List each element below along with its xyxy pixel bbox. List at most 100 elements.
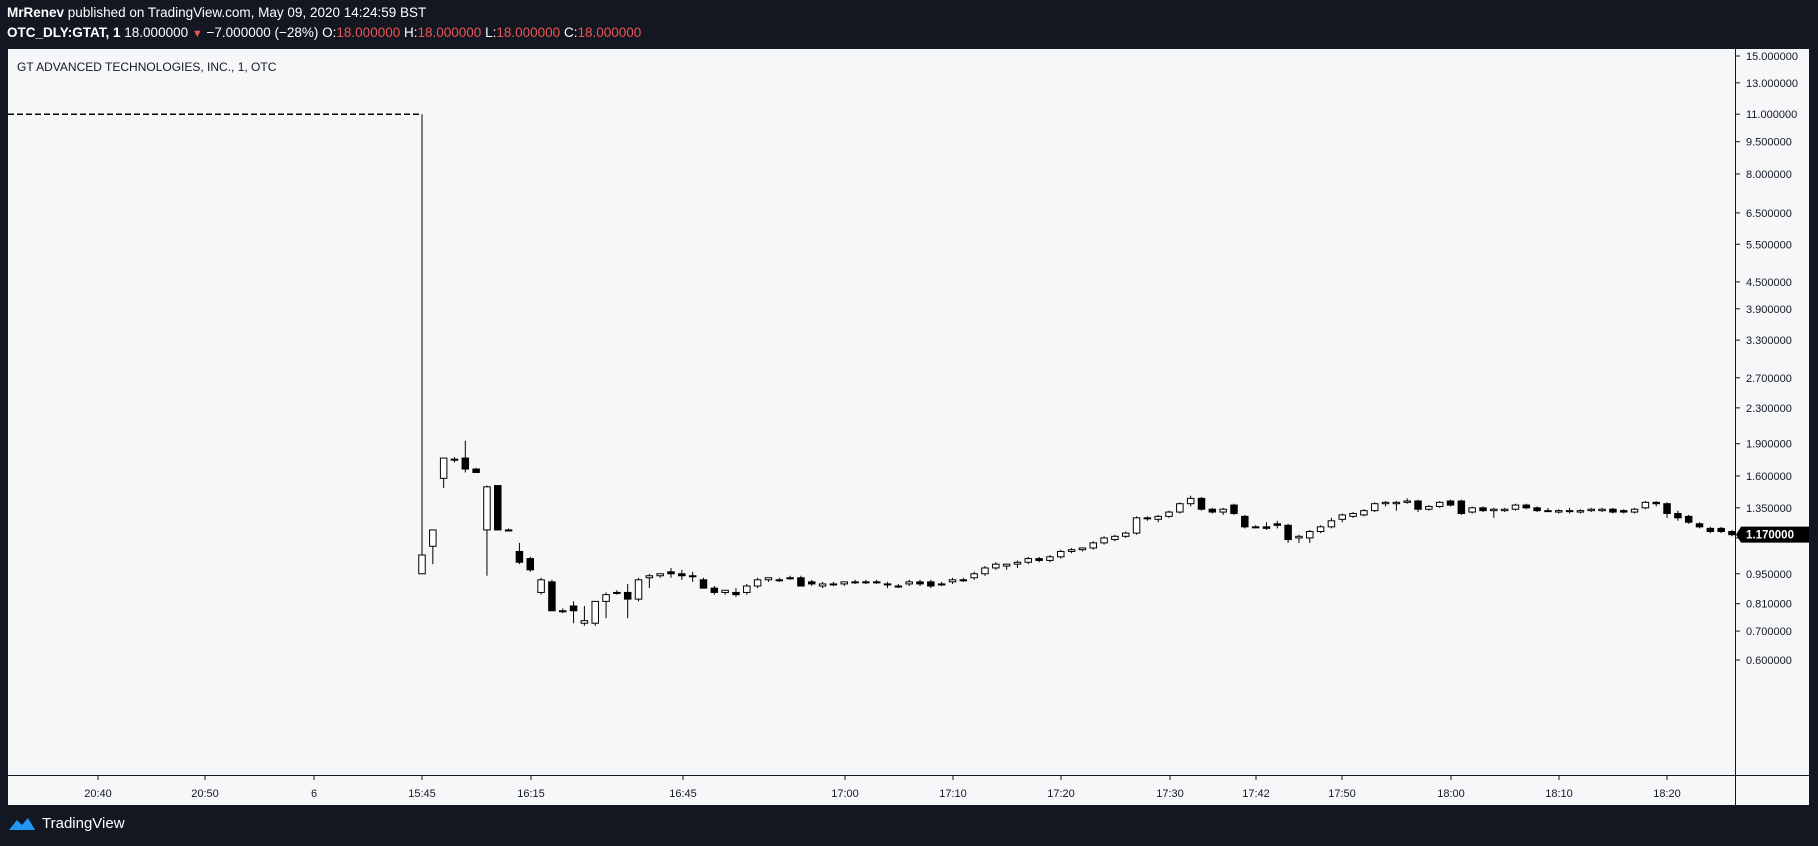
published-info: published on TradingView.com, May 09, 20… xyxy=(67,5,427,20)
candle xyxy=(1576,509,1585,514)
price-tick-label: 5.500000 xyxy=(1746,239,1792,251)
candle-body-up xyxy=(537,579,545,593)
candle-body-down xyxy=(916,581,924,585)
candle-body-down xyxy=(1273,523,1282,526)
candle xyxy=(981,566,989,576)
candle-body-up xyxy=(634,579,643,600)
candle-body-up xyxy=(1403,500,1411,503)
candle xyxy=(1511,503,1520,511)
candle-body-down xyxy=(1717,527,1725,533)
candle xyxy=(1619,509,1628,514)
candle xyxy=(1111,534,1119,542)
candle-body-down xyxy=(1728,531,1736,536)
candle-body-down xyxy=(927,581,935,587)
candle-body-up xyxy=(1500,508,1509,512)
candle xyxy=(1057,549,1065,559)
candle-body-down xyxy=(732,591,740,596)
candle xyxy=(1121,531,1130,538)
candle xyxy=(1425,505,1433,511)
candle-body-up xyxy=(937,583,946,586)
candle xyxy=(753,577,762,589)
candle-body-up xyxy=(1132,517,1141,534)
ohlc-close-value: 18.000000 xyxy=(577,25,642,40)
candle-body-up xyxy=(1176,503,1184,513)
candle xyxy=(602,592,610,619)
candle-body-up xyxy=(558,610,567,613)
ohlc-close-label: C: xyxy=(563,25,578,40)
candle xyxy=(613,590,621,595)
candle-body-down xyxy=(1695,523,1704,528)
candle xyxy=(1197,497,1206,511)
candle-body-up xyxy=(905,581,913,585)
candle-body-up xyxy=(829,583,838,586)
candle-body-down xyxy=(1446,500,1455,506)
candle xyxy=(1338,513,1346,523)
candle-body-up xyxy=(764,577,773,581)
candle-body-down xyxy=(526,558,535,571)
candle xyxy=(1295,534,1303,543)
candle xyxy=(1414,499,1422,513)
time-axis[interactable]: 20:40 20:50 6 15:45 16:15 16:45 17:00 17:10 17:2… xyxy=(84,775,1681,800)
candle-body-up xyxy=(1338,514,1346,520)
candle xyxy=(1728,529,1736,537)
author-name[interactable]: MrRenev xyxy=(7,5,65,20)
candle-body-down xyxy=(1619,510,1628,513)
price-tick-label: 2.700000 xyxy=(1746,373,1792,385)
candle-body-up xyxy=(1468,507,1476,513)
candle-body-down xyxy=(808,581,816,585)
candle xyxy=(959,577,968,582)
candle-body-down xyxy=(1414,500,1422,510)
tradingview-logo-icon[interactable] xyxy=(8,816,36,832)
candle xyxy=(1500,507,1509,513)
candle xyxy=(1089,541,1097,550)
candle xyxy=(872,579,881,584)
candle-body-down xyxy=(548,581,556,612)
candle-body-down xyxy=(1674,512,1682,519)
candle xyxy=(591,600,599,626)
price-axis[interactable]: 15.000000 13.000000 11.000000 9.500000 8.000… xyxy=(1735,51,1798,667)
candle-body-up xyxy=(1002,563,1011,567)
candle-body-up xyxy=(1067,549,1076,552)
candle-body-up xyxy=(1143,517,1152,520)
candle-body-up xyxy=(504,529,513,532)
candle xyxy=(721,589,729,595)
candle xyxy=(1522,503,1531,510)
price-tick-label: 3.900000 xyxy=(1746,304,1792,316)
candle-body-up xyxy=(721,589,729,593)
candle xyxy=(461,440,470,473)
candle-body-up xyxy=(1392,501,1401,505)
candle-body-up xyxy=(775,579,784,582)
candle xyxy=(775,577,784,582)
candle xyxy=(1143,516,1152,521)
candle-body-up xyxy=(1295,535,1303,539)
candle-body-up xyxy=(743,585,751,593)
candle xyxy=(494,485,502,531)
candle xyxy=(472,467,480,473)
time-tick-label: 18:10 xyxy=(1545,788,1573,800)
candle xyxy=(1684,514,1693,524)
candle-body-down xyxy=(1035,558,1043,561)
candle-body-up xyxy=(418,554,426,575)
brand-name[interactable]: TradingView xyxy=(42,815,125,832)
candle xyxy=(1165,510,1173,518)
candle-body-up xyxy=(1425,505,1433,510)
time-tick-label: 17:10 xyxy=(939,788,967,800)
candle xyxy=(1479,506,1487,513)
candle xyxy=(1381,501,1390,507)
candle-body-down xyxy=(1262,526,1271,529)
price-tick-label: 13.000000 xyxy=(1746,78,1798,90)
candle xyxy=(1544,507,1552,513)
chart-area[interactable]: GT ADVANCED TECHNOLOGIES, INC., 1, OTC 1… xyxy=(8,49,1809,805)
candle-body-down xyxy=(1479,507,1487,512)
candle-body-up xyxy=(1089,542,1097,549)
candle-body-down xyxy=(494,485,502,531)
candle-body-down xyxy=(1457,500,1466,514)
candlestick-chart[interactable]: GT ADVANCED TECHNOLOGIES, INC., 1, OTC 1… xyxy=(8,49,1809,805)
time-tick-label: 16:45 xyxy=(669,788,697,800)
price-tick-label: 1.600000 xyxy=(1746,471,1792,483)
candle-body-up xyxy=(591,600,599,624)
candle xyxy=(548,579,556,612)
candle xyxy=(818,581,827,589)
candle-body-up xyxy=(688,575,697,578)
candle-body-up xyxy=(1349,512,1357,517)
